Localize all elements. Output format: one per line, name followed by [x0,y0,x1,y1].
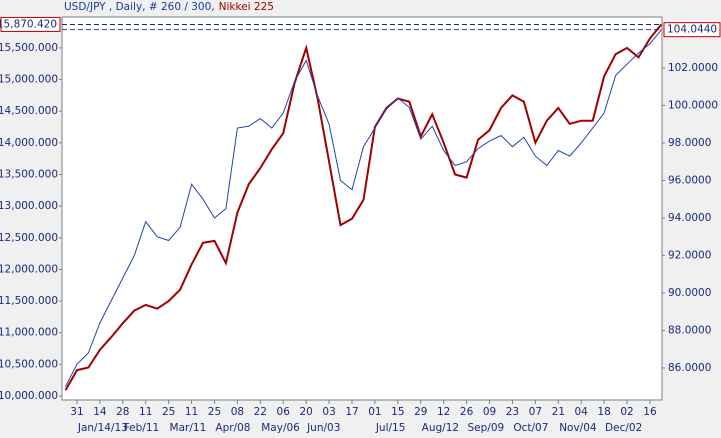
last-value-label: 15,870.420 [0,18,57,30]
plot-area [61,16,663,401]
legend-entry: Nikkei 225 [219,1,274,13]
month-label: Nov/04 [559,422,597,434]
month-label: May/06 [261,422,300,434]
chart-title: USD/JPY , Daily, # 260 / 300, [64,1,215,13]
x-tick-label: 25 [162,406,175,418]
x-tick-label: 29 [414,406,427,418]
x-tick-label: 09 [483,406,496,418]
x-tick-label: 14 [93,406,107,418]
x-tick-label: 26 [460,406,474,418]
x-tick-label: 01 [368,406,381,418]
y-tick-label: 10,000.000 [0,390,58,402]
y2-tick-label: 90.0000 [668,287,711,299]
x-tick-label: 28 [116,406,129,418]
x-tick-label: 02 [620,406,633,418]
month-label: Jul/15 [375,422,406,434]
x-tick-label: 08 [231,406,244,418]
x-tick-label: 25 [208,406,221,418]
y-tick-label: 14,000.000 [0,137,58,149]
last-value-label: 104.0440 [667,24,717,36]
x-tick-label: 12 [437,406,450,418]
y-tick-label: 11,500.000 [0,295,58,307]
month-label: Apr/08 [215,422,250,434]
y-tick-label: 15,000.000 [0,74,58,86]
month-label: Sep/09 [468,422,505,434]
y2-tick-label: 98.0000 [668,137,711,149]
x-tick-label: 06 [277,406,291,418]
x-tick-label: 31 [70,406,83,418]
x-tick-label: 21 [552,406,565,418]
last-value-box [663,22,721,38]
y2-tick-label: 88.0000 [668,324,711,336]
x-tick-label: 18 [597,406,610,418]
y-tick-label: 11,000.000 [0,327,58,339]
month-label: Jun/03 [306,422,340,434]
month-label: Dec/02 [605,422,642,434]
y-tick-label: 15,500.000 [0,42,58,54]
y2-tick-label: 102.0000 [668,62,718,74]
month-label: Mar/11 [170,422,207,434]
x-tick-label: 04 [575,406,589,418]
y-tick-label: 12,000.000 [0,263,58,275]
y2-tick-label: 100.0000 [668,99,718,111]
x-tick-label: 17 [345,406,358,418]
x-tick-label: 03 [322,406,335,418]
x-tick-label: 16 [643,406,657,418]
month-label: Feb/11 [124,422,160,434]
x-tick-label: 23 [506,406,519,418]
month-label: Aug/12 [422,422,459,434]
x-tick-label: 11 [139,406,152,418]
month-label: Oct/07 [513,422,548,434]
x-tick-label: 22 [254,406,267,418]
last-value-box [0,16,61,32]
series-line [65,29,662,387]
x-tick-label: 11 [185,406,198,418]
y2-tick-label: 92.0000 [668,249,711,261]
y2-tick-label: 86.0000 [668,362,711,374]
x-tick-label: 07 [529,406,542,418]
y-tick-label: 13,500.000 [0,168,58,180]
x-tick-label: 15 [391,406,404,418]
x-tick-label: 20 [299,406,312,418]
y2-tick-label: 96.0000 [668,174,711,186]
series-line [64,23,663,391]
month-label: Jan/14/13 [77,422,128,434]
y-tick-label: 13,000.000 [0,200,58,212]
y-tick-label: 12,500.000 [0,232,58,244]
y-tick-label: 14,500.000 [0,105,58,117]
y-tick-label: 10,500.000 [0,358,58,370]
y2-tick-label: 94.0000 [668,212,711,224]
